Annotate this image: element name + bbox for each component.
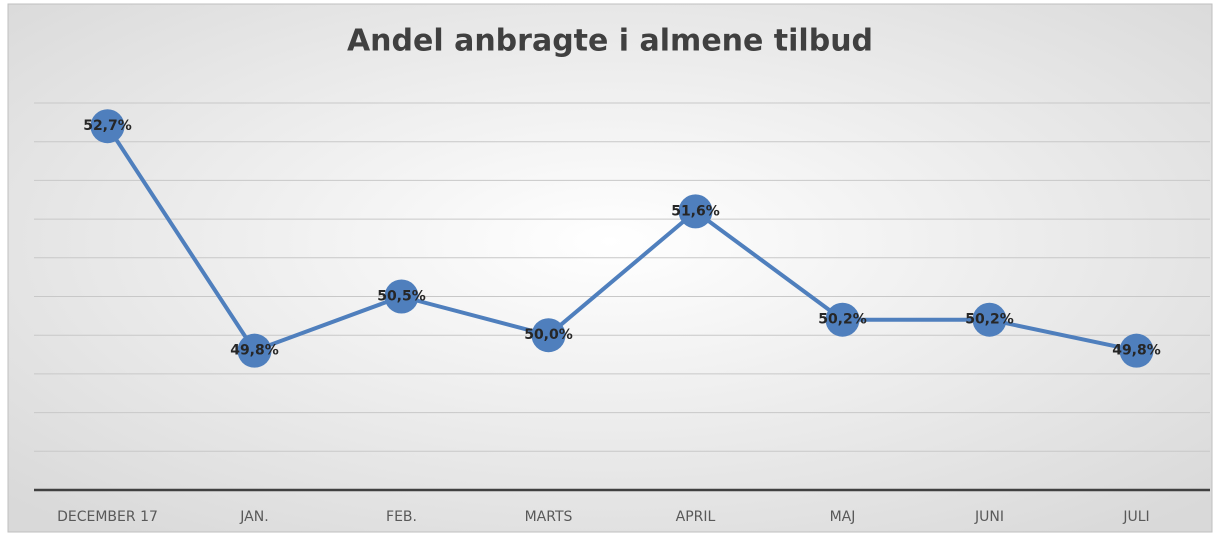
- data-point: [825, 302, 860, 337]
- x-tick-label: MARTS: [525, 509, 573, 525]
- x-tick-label: FEB.: [386, 509, 417, 525]
- data-label: 50,0%: [524, 327, 573, 343]
- series-line: [105, 125, 1137, 353]
- data-label: 49,8%: [230, 343, 279, 359]
- chart-title: Andel anbragte i almene tilbud: [347, 24, 873, 59]
- x-tick-label: DECEMBER 17: [57, 509, 158, 525]
- x-tick-label: JULI: [1122, 509, 1149, 525]
- x-tick-label: JAN.: [239, 509, 268, 525]
- chart-background: [7, 3, 1213, 533]
- data-label: 50,2%: [818, 312, 867, 328]
- data-point: [384, 279, 419, 314]
- data-point: [90, 109, 125, 144]
- data-point: [972, 302, 1007, 337]
- data-label: 49,8%: [1112, 343, 1161, 359]
- data-label: 50,2%: [965, 312, 1014, 328]
- x-tick-label: JUNI: [974, 509, 1004, 525]
- data-label: 52,7%: [83, 118, 132, 134]
- x-tick-label: MAJ: [830, 509, 856, 525]
- data-point: [531, 318, 566, 353]
- x-tick-label: APRIL: [676, 509, 716, 525]
- data-point: [1119, 333, 1154, 368]
- data-point: [237, 333, 272, 368]
- data-label: 50,5%: [377, 289, 426, 305]
- data-label: 51,6%: [671, 203, 720, 219]
- data-point: [678, 194, 713, 229]
